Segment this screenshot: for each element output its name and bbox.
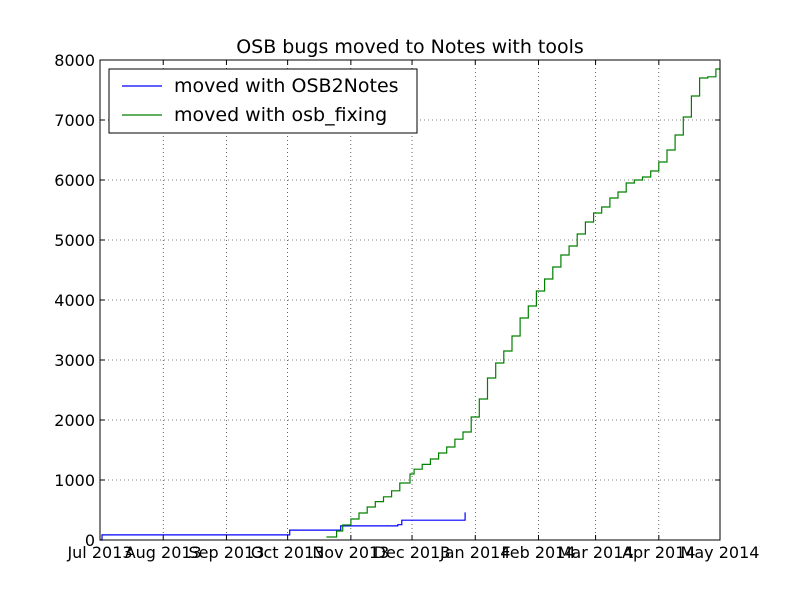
plot-series <box>100 68 720 541</box>
axis-ticks <box>99 59 721 541</box>
y-axis-tick-labels: 0 1000 2000 3000 4000 5000 6000 7000 8000 <box>54 51 95 550</box>
legend-box <box>108 68 418 134</box>
chart-legend: moved with OSB2Notes moved with osb_fixi… <box>108 68 418 134</box>
series-line-moved-with-osb-fixing <box>326 68 720 538</box>
chart-title: OSB bugs moved to Notes with tools <box>236 36 584 58</box>
legend-label-osb2notes: moved with OSB2Notes <box>174 75 399 97</box>
x-tick-label: Jul 2013 <box>66 543 132 562</box>
y-tick-label: 3000 <box>54 351 95 370</box>
x-tick-label: Feb 2014 <box>501 543 575 562</box>
x-tick-label: Oct 2013 <box>251 543 324 562</box>
y-tick-label: 6000 <box>54 171 95 190</box>
x-tick-label: Nov 2013 <box>312 543 389 562</box>
y-tick-label: 7000 <box>54 111 95 130</box>
y-tick-label: 4000 <box>54 291 95 310</box>
x-tick-label: Jan 2014 <box>439 543 510 562</box>
y-tick-label: 0 <box>85 531 95 550</box>
y-tick-label: 5000 <box>54 231 95 250</box>
x-tick-label: Mar 2014 <box>558 543 634 562</box>
x-tick-label: Aug 2013 <box>125 543 202 562</box>
legend-label-osb-fixing: moved with osb_fixing <box>174 104 387 126</box>
x-tick-label: May 2014 <box>681 543 760 562</box>
x-tick-label: Apr 2014 <box>622 543 695 562</box>
y-tick-label: 1000 <box>54 471 95 490</box>
y-tick-label: 8000 <box>54 51 95 70</box>
series-line-moved-with-osb2notes <box>100 512 466 541</box>
y-tick-label: 2000 <box>54 411 95 430</box>
x-tick-label: Dec 2013 <box>374 543 451 562</box>
x-tick-label: Sep 2013 <box>188 543 264 562</box>
